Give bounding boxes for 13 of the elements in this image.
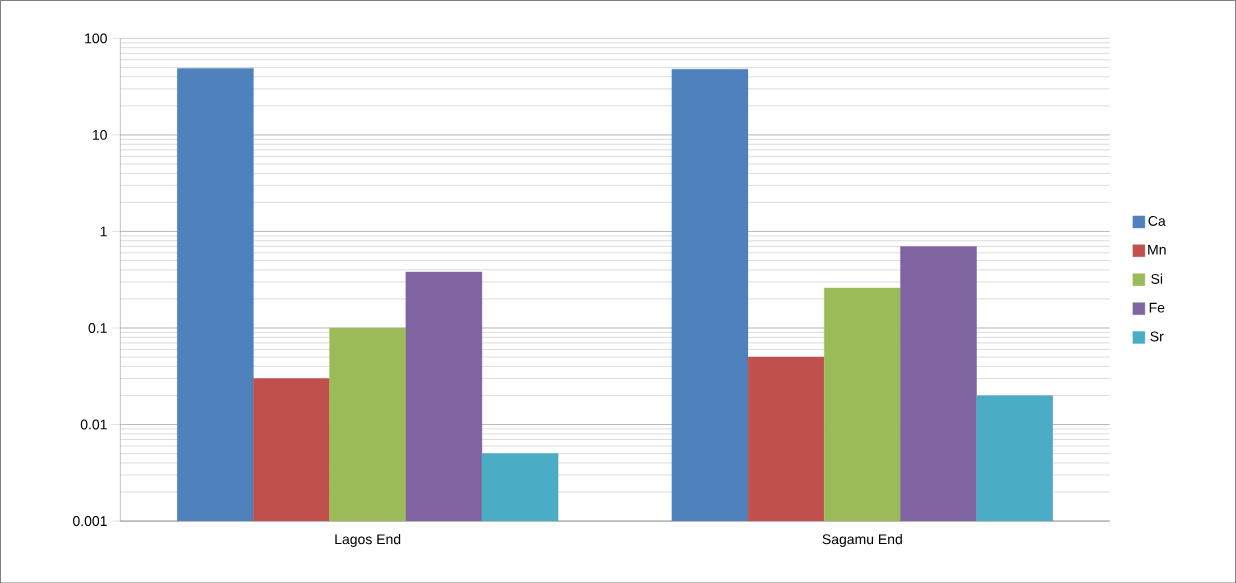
y-tick-label: 0.001 bbox=[73, 515, 107, 526]
legend-label: Mn bbox=[1148, 244, 1166, 255]
y-tick-label: 100 bbox=[85, 33, 107, 44]
y-tick-label: 0.1 bbox=[88, 322, 107, 333]
legend-label: Sr bbox=[1150, 331, 1164, 342]
x-tick-label: Sagamu End bbox=[822, 533, 902, 547]
y-tick-label: 0.01 bbox=[80, 419, 107, 430]
legend-label: Ca bbox=[1148, 215, 1166, 226]
legend-label: Fe bbox=[1149, 302, 1165, 313]
legend-label: Si bbox=[1151, 273, 1163, 284]
y-tick-label: 1 bbox=[100, 226, 107, 237]
y-tick-label: 10 bbox=[92, 129, 107, 140]
x-tick-label: Lagos End bbox=[335, 533, 401, 547]
